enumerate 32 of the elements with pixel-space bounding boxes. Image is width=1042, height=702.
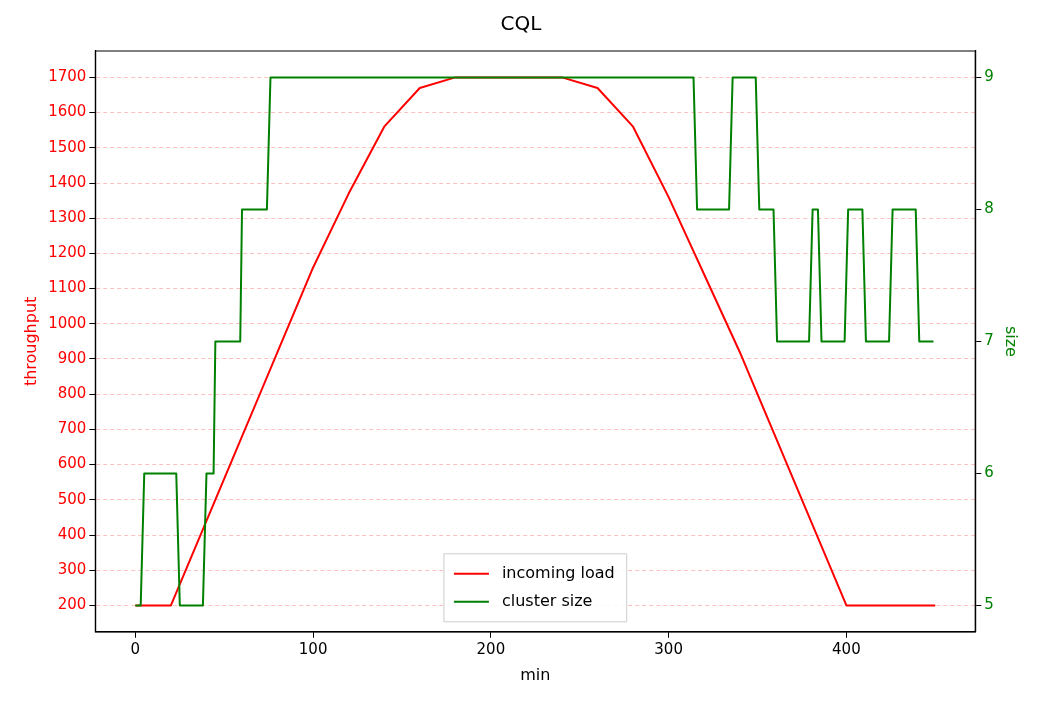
y-tick-label: 1700 bbox=[48, 67, 87, 86]
x-tick-label: 200 bbox=[476, 639, 506, 658]
y-tick-label: 500 bbox=[57, 489, 87, 508]
y-tick-label: 1100 bbox=[48, 278, 87, 297]
y-tick-label: 900 bbox=[57, 348, 87, 367]
legend-label: cluster size bbox=[501, 590, 593, 610]
y-tick-label: 600 bbox=[57, 454, 87, 473]
y2-axis-title: size bbox=[1002, 325, 1022, 357]
y-tick-label: 800 bbox=[57, 384, 87, 403]
y-tick-label: 1200 bbox=[48, 243, 87, 262]
y2-tick-label: 5 bbox=[984, 595, 994, 614]
y-tick-label: 200 bbox=[57, 595, 87, 614]
y2-tick-label: 7 bbox=[984, 331, 994, 350]
y-tick-label: 1300 bbox=[48, 208, 87, 227]
x-tick-label: 0 bbox=[130, 639, 141, 658]
y-tick-label: 1600 bbox=[48, 102, 87, 121]
y-tick-label: 1500 bbox=[48, 137, 87, 156]
legend-label: incoming load bbox=[501, 562, 615, 582]
y-tick-label: 1000 bbox=[48, 313, 87, 332]
y2-tick-label: 9 bbox=[984, 67, 994, 86]
y2-tick-label: 6 bbox=[984, 463, 994, 482]
x-tick-label: 400 bbox=[832, 639, 861, 658]
y-axis-title: throughput bbox=[20, 296, 40, 387]
y-tick-label: 300 bbox=[57, 560, 87, 579]
x-tick-label: 100 bbox=[298, 639, 328, 658]
y-tick-label: 400 bbox=[57, 524, 87, 543]
x-tick-label: 300 bbox=[654, 639, 683, 658]
y-tick-label: 1400 bbox=[48, 172, 87, 191]
y-tick-label: 700 bbox=[57, 419, 87, 438]
y2-tick-label: 8 bbox=[984, 199, 994, 218]
x-axis-title: min bbox=[520, 664, 551, 684]
chart-title: CQL bbox=[500, 11, 543, 36]
